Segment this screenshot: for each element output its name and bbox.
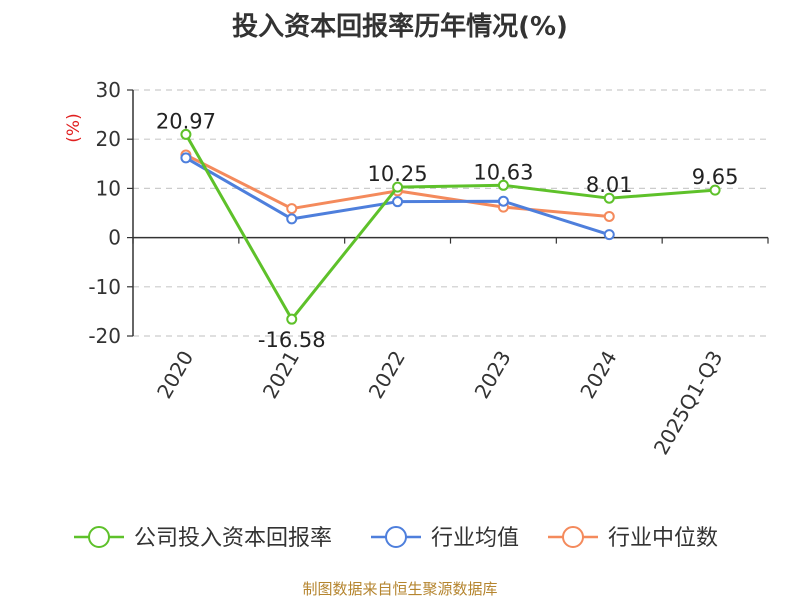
legend-swatch-marker — [88, 526, 110, 548]
data-point — [497, 179, 509, 191]
data-label: 10.63 — [473, 160, 533, 184]
data-point — [603, 210, 615, 222]
data-label: 8.01 — [586, 173, 633, 197]
legend-label: 行业均值 — [431, 526, 519, 551]
data-point — [603, 192, 615, 204]
source-note: 制图数据来自恒生聚源数据库 — [302, 580, 498, 598]
data-point — [392, 196, 404, 208]
data-point — [603, 229, 615, 241]
data-point — [180, 152, 192, 164]
x-tick-label: 2023 — [470, 346, 516, 402]
legend-label: 行业中位数 — [608, 526, 718, 551]
chart-title: 投入资本回报率历年情况(%) — [232, 12, 568, 42]
y-tick-label: 10 — [96, 176, 121, 200]
data-point — [709, 184, 721, 196]
y-axis-label: (%) — [64, 113, 84, 142]
y-tick-label: 30 — [96, 78, 121, 102]
y-tick-label: -20 — [88, 324, 121, 348]
legend-label: 公司投入资本回报率 — [134, 526, 332, 551]
legend-swatch-marker — [385, 526, 407, 548]
x-tick-label: 2022 — [364, 347, 410, 403]
x-tick-label: 2020 — [152, 347, 198, 403]
data-point — [392, 181, 404, 193]
data-point — [497, 195, 509, 207]
data-point — [180, 128, 192, 140]
x-tick-label: 2021 — [258, 347, 304, 403]
y-tick-label: 0 — [108, 226, 121, 250]
data-point — [286, 203, 298, 215]
y-tick-label: 20 — [96, 127, 121, 151]
data-point — [286, 213, 298, 225]
legend-swatch-marker — [562, 526, 584, 548]
data-label: 9.65 — [692, 165, 739, 189]
x-tick-label: 2024 — [575, 347, 621, 403]
data-point — [286, 313, 298, 325]
data-label: -16.58 — [258, 328, 326, 352]
y-tick-label: -10 — [88, 275, 121, 299]
x-tick-label: 2025Q1-Q3 — [649, 347, 728, 459]
series-line — [184, 133, 716, 321]
data-label: 20.97 — [156, 109, 216, 133]
data-label: 10.25 — [368, 162, 428, 186]
